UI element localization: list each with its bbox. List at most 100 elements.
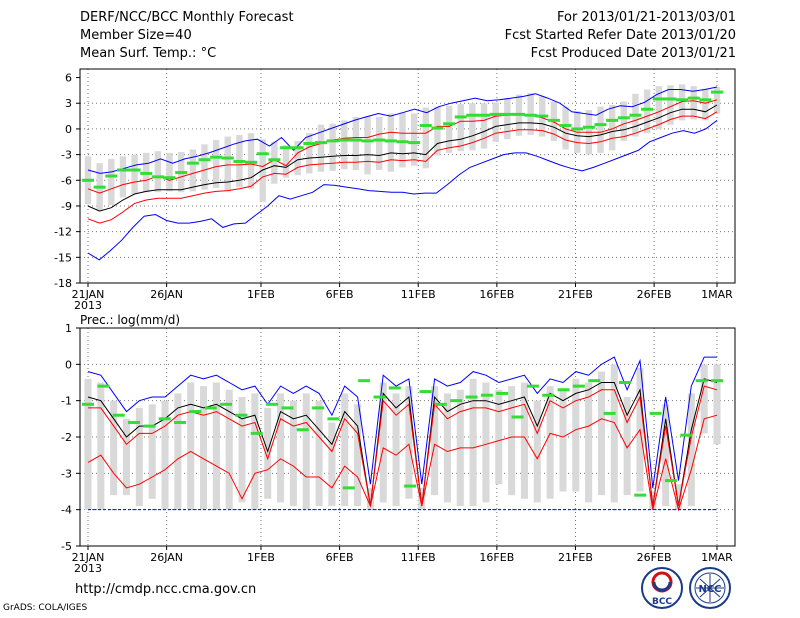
- ensemble-box: [122, 418, 131, 496]
- observed-marker: [501, 112, 514, 116]
- observed-marker: [559, 123, 572, 127]
- ensemble-box: [687, 393, 695, 507]
- observed-marker: [245, 160, 258, 164]
- y-tick-label: -5: [61, 540, 72, 553]
- series-line-lower: [87, 111, 718, 224]
- x-tick-label: 21FEB: [558, 288, 593, 301]
- ensemble-box: [161, 400, 169, 510]
- ensemble-box: [508, 386, 516, 496]
- observed-marker: [151, 175, 164, 179]
- ensemble-box: [379, 382, 387, 503]
- observed-marker: [250, 431, 263, 435]
- y-tick-label: 6: [65, 72, 72, 85]
- ensemble-box: [457, 104, 464, 152]
- y-tick-label: -1: [61, 395, 72, 408]
- y-tick-label: -3: [61, 149, 72, 162]
- ensemble-box: [546, 386, 554, 499]
- ensemble-box: [354, 404, 362, 507]
- observed-marker: [82, 402, 94, 406]
- ensemble-box: [302, 393, 310, 510]
- x-tick-label: 26JAN: [150, 551, 183, 564]
- observed-marker: [373, 138, 386, 142]
- x-tick-label: 11FEB: [401, 288, 436, 301]
- observed-marker: [641, 107, 654, 111]
- y-tick-label: -18: [54, 277, 72, 290]
- observed-marker: [105, 174, 118, 178]
- x-tick-label: 1MAR: [701, 288, 733, 301]
- observed-marker: [384, 139, 397, 143]
- ensemble-box: [110, 400, 118, 496]
- ensemble-box: [212, 140, 220, 188]
- observed-marker: [466, 113, 479, 117]
- observed-marker: [695, 379, 708, 383]
- observed-marker: [606, 118, 619, 122]
- ensemble-box: [674, 484, 683, 510]
- observed-marker: [408, 141, 421, 145]
- observed-marker: [327, 417, 340, 421]
- observed-marker: [582, 125, 595, 129]
- observed-marker: [143, 424, 156, 428]
- y-tick-label: -6: [61, 174, 72, 187]
- observed-marker: [478, 113, 491, 117]
- bcc-logo-text: BCC: [652, 597, 672, 607]
- observed-marker: [163, 176, 176, 180]
- observed-marker: [189, 410, 202, 414]
- observed-marker: [291, 146, 304, 150]
- observed-marker: [388, 386, 401, 390]
- ensemble-box: [352, 116, 360, 171]
- source-url[interactable]: http://cmdp.ncc.cma.gov.cn: [75, 582, 257, 597]
- ensemble-box: [585, 382, 593, 503]
- ensemble-box: [667, 85, 674, 125]
- ensemble-box: [174, 393, 182, 510]
- ensemble-box: [608, 104, 616, 151]
- observed-marker: [419, 390, 432, 394]
- observed-marker: [349, 138, 362, 142]
- ensemble-box: [559, 389, 567, 492]
- ensemble-box: [108, 158, 115, 206]
- ensemble-box: [317, 124, 325, 172]
- observed-marker: [588, 379, 601, 383]
- ensemble-box: [410, 113, 418, 166]
- observed-marker: [116, 168, 129, 172]
- ensemble-box: [251, 393, 259, 510]
- y-tick-label: -4: [61, 504, 72, 517]
- observed-marker: [175, 171, 188, 175]
- ensemble-box: [84, 378, 92, 510]
- observed-marker: [358, 379, 371, 383]
- observed-marker: [314, 141, 327, 145]
- ensemble-box: [562, 106, 569, 150]
- observed-marker: [128, 420, 141, 424]
- observed-marker: [454, 115, 467, 119]
- ensemble-box: [469, 378, 477, 507]
- observed-marker: [664, 97, 677, 101]
- observed-marker: [542, 393, 555, 397]
- series-line-lower: [87, 414, 718, 512]
- ensemble-box: [520, 382, 528, 499]
- ensemble-box: [495, 389, 503, 485]
- observed-marker: [256, 152, 269, 156]
- observed-marker: [93, 185, 106, 189]
- observed-marker: [326, 139, 339, 143]
- observed-marker: [434, 402, 447, 406]
- observed-marker: [524, 113, 537, 117]
- observed-marker: [186, 161, 199, 165]
- observed-marker: [699, 98, 712, 102]
- x-tick-label: 26JAN: [150, 288, 183, 301]
- observed-marker: [664, 479, 677, 483]
- observed-marker: [480, 393, 493, 397]
- ensemble-box: [533, 400, 541, 503]
- ensemble-box: [238, 397, 246, 503]
- ensemble-box: [341, 393, 349, 507]
- observed-marker: [296, 428, 309, 432]
- observed-marker: [361, 139, 374, 143]
- ensemble-box: [418, 487, 426, 510]
- ensemble-box: [189, 149, 197, 192]
- ncc-logo-text: NCC: [698, 584, 721, 595]
- x-tick-label: 11FEB: [401, 551, 436, 564]
- observed-marker: [419, 123, 432, 127]
- observed-marker: [571, 127, 584, 131]
- ensemble-box: [329, 123, 336, 171]
- x-tick-label: 26FEB: [637, 288, 672, 301]
- observed-marker: [526, 384, 539, 388]
- y-tick-label: -12: [54, 226, 72, 239]
